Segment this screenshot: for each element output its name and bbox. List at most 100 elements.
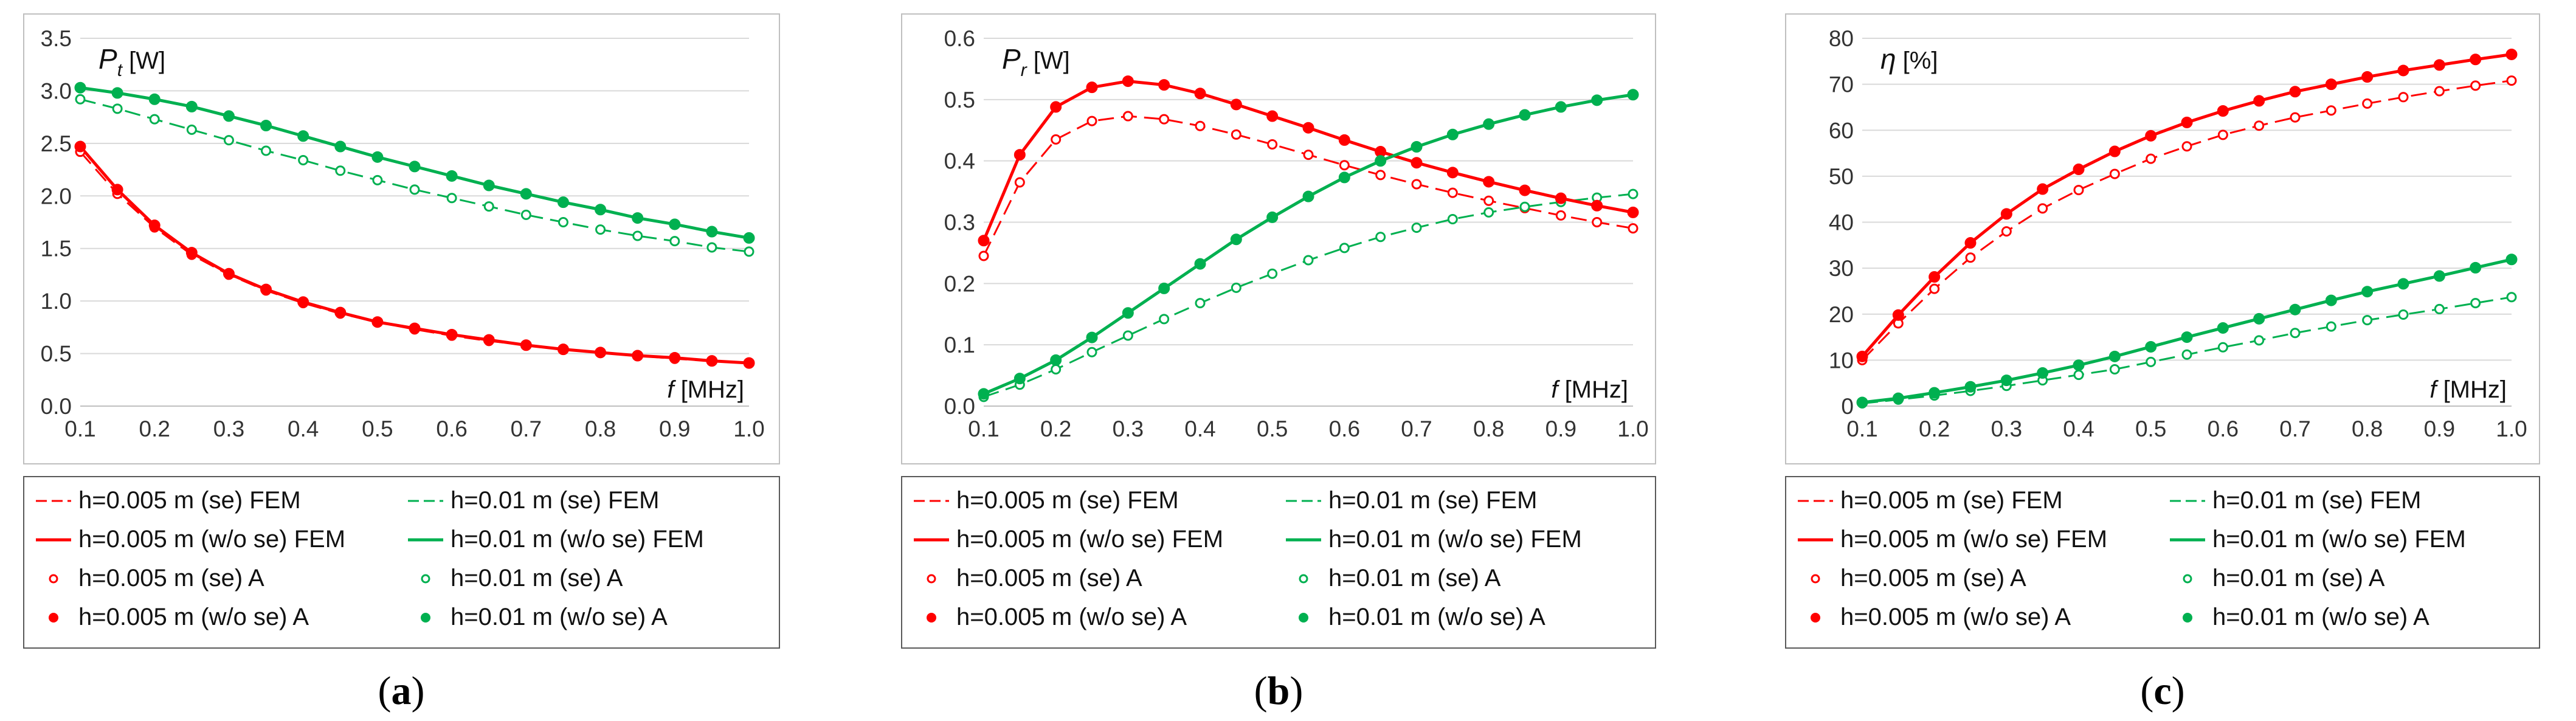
x-tick-label: 0.1 [1846,416,1877,441]
data-point-filled [595,347,607,359]
x-tick-label: 0.3 [1113,416,1144,441]
data-point-open [1303,255,1314,266]
data-point-open [669,236,680,247]
x-tick-label: 1.0 [2496,416,2527,441]
data-point-filled [1411,157,1423,169]
legend-label: h=0.005 m (se) A [1840,565,2026,592]
x-tick-label: 0.4 [1184,416,1215,441]
legend-swatch-open-marker [2183,574,2192,584]
panel-label: (b) [1254,669,1304,713]
data-point-open [1122,330,1133,341]
data-point-filled [260,119,272,131]
data-point-open [446,193,457,204]
y-tick-label: 1.0 [41,289,72,314]
data-point-filled [2073,164,2085,176]
data-point-open [335,165,346,176]
data-point-filled [1892,392,1904,404]
data-point-filled [1302,190,1314,202]
data-point-open [2506,75,2517,86]
data-point-filled [743,357,755,369]
data-point-open [558,217,568,227]
data-point-open [2434,86,2445,97]
data-point-filled [1627,89,1639,101]
data-point-open [2181,349,2192,360]
y-tick-label: 60 [1829,118,1854,143]
x-tick-label: 0.6 [436,416,467,441]
legend-label: h=0.005 m (se) FEM [1840,487,2063,514]
legend-box [1785,476,2540,649]
data-point-open [1375,232,1386,243]
x-tick-label: 1.0 [1617,416,1648,441]
data-point-filled [1411,140,1423,153]
legend-swatch-filled-marker [49,613,58,623]
data-point-filled [2037,367,2049,379]
data-point-open [2398,92,2409,103]
data-point-filled [111,184,123,196]
y-tick-label: 80 [1829,26,1854,51]
data-point-filled [297,296,309,308]
y-tick-label: 0.5 [41,342,72,367]
data-point-open [1339,160,1350,171]
y-tick-label: 20 [1829,302,1854,327]
data-point-open [2073,185,2084,196]
data-point-open [1411,223,1422,233]
data-point-open [2073,370,2084,381]
y-tick-label: 2.5 [41,131,72,156]
data-point-filled [1013,149,1026,161]
y-tick-label: 10 [1829,348,1854,373]
data-point-filled [706,226,718,238]
legend-label: h=0.01 m (se) A [2212,565,2385,592]
x-tick-label: 0.6 [1329,416,1360,441]
data-point-open [2217,342,2228,353]
legend-label: h=0.01 m (w/o se) FEM [2212,526,2466,553]
data-point-open [261,145,272,156]
data-point-filled [2217,105,2229,117]
data-point-filled [2145,340,2157,353]
data-point-filled [1483,176,1495,188]
data-point-open [1051,134,1062,145]
data-point-filled [1446,167,1459,179]
legend-label: h=0.005 m (se) A [78,565,264,592]
data-point-open [1159,114,1170,125]
data-point-filled [978,235,990,247]
data-point-filled [1230,233,1242,246]
data-point-filled [1555,101,1567,113]
x-tick-label: 0.2 [139,416,170,441]
data-point-open [1965,252,1976,263]
data-point-open [2470,298,2481,309]
legend-swatch-open-marker [1299,574,1308,584]
data-point-open [298,155,309,166]
data-point-filled [2470,53,2482,66]
data-point-filled [1892,309,1904,321]
data-point-filled [1194,88,1206,100]
data-point-filled [483,334,495,346]
y-tick-label: 0.4 [944,149,975,174]
data-point-filled [1266,110,1279,122]
y-tick-label: 0.3 [944,210,975,235]
data-point-open [632,230,643,241]
data-point-open [1086,116,1097,126]
chart-frame [23,13,780,464]
data-point-open [2506,292,2517,303]
data-point-filled [632,212,644,224]
y-tick-label: 40 [1829,210,1854,235]
x-axis-label: f [MHz] [2429,376,2507,403]
data-point-filled [409,322,421,334]
y-tick-label: 1.5 [41,236,72,261]
chart-frame [1785,13,2540,464]
x-tick-label: 0.9 [1545,416,1576,441]
legend-label: h=0.005 m (se) FEM [956,487,1179,514]
x-tick-label: 0.7 [2279,416,2310,441]
panel-label: (a) [378,669,425,713]
data-point-filled [2037,183,2049,195]
data-point-filled [2073,359,2085,371]
data-point-filled [260,283,272,295]
x-tick-label: 0.4 [288,416,319,441]
data-point-open [2254,335,2265,346]
data-point-filled [2145,129,2157,142]
y-tick-label: 50 [1829,164,1854,189]
data-point-filled [74,81,86,94]
data-point-filled [1929,387,1941,399]
data-point-open [706,242,717,253]
